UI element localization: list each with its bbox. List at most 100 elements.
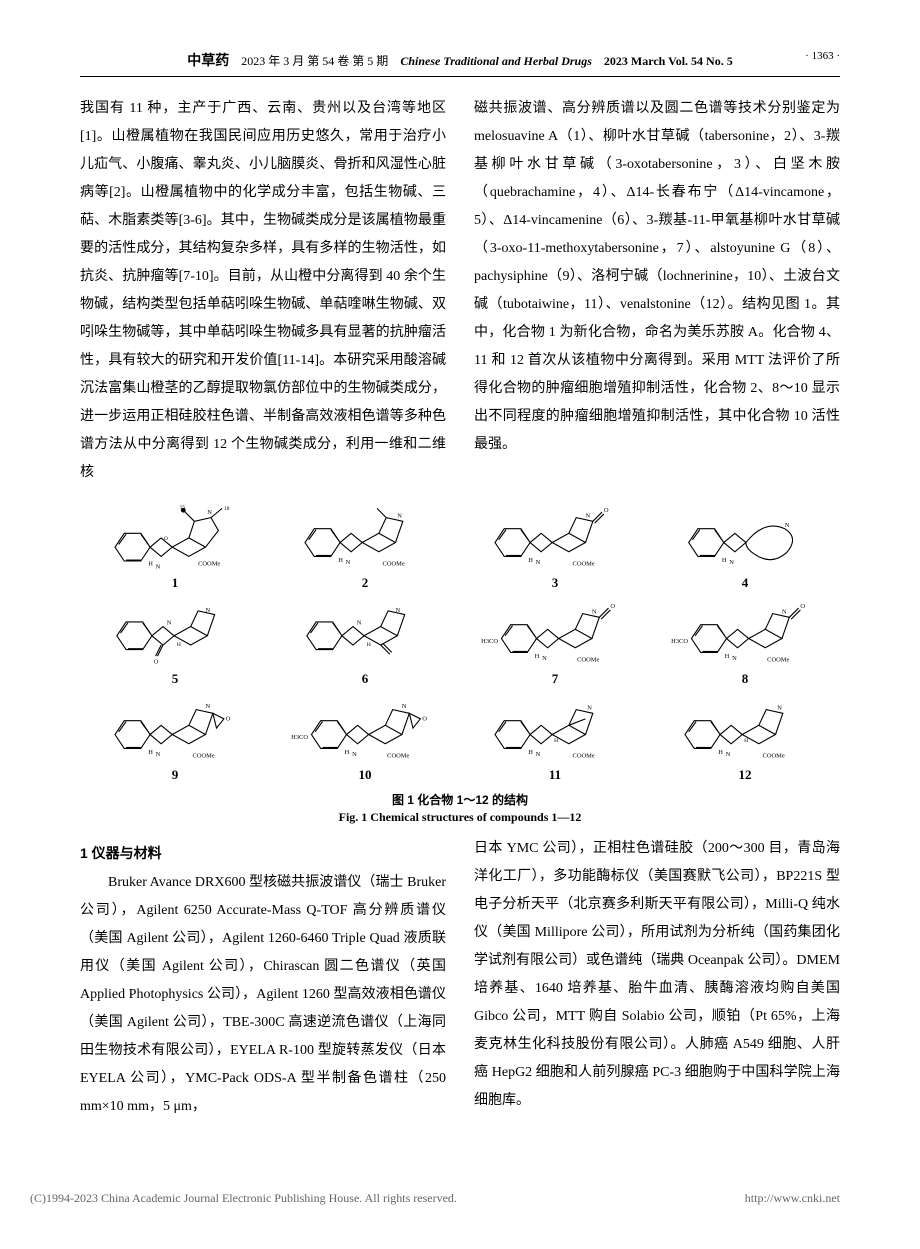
- fig-row-1: N H N O 18 15 COOMe 1: [95, 501, 825, 591]
- svg-text:N: N: [542, 655, 547, 662]
- compound-5-label: 5: [172, 671, 179, 687]
- svg-text:H: H: [528, 557, 533, 564]
- svg-text:H: H: [148, 749, 153, 756]
- svg-text:N: N: [777, 705, 782, 712]
- svg-text:N: N: [167, 620, 172, 627]
- svg-text:COOMe: COOMe: [387, 753, 409, 760]
- compound-7-label: 7: [552, 671, 559, 687]
- svg-text:H: H: [725, 653, 730, 660]
- svg-text:COOMe: COOMe: [573, 561, 595, 568]
- figure-caption-cn: 图 1 化合物 1～12 的结构: [80, 791, 840, 808]
- svg-text:N: N: [395, 607, 400, 614]
- section-1-col-right: 日本 YMC 公司），正相柱色谱硅胶（200～300 目，青岛海洋化工厂），多功…: [474, 835, 840, 1121]
- compound-2-label: 2: [362, 575, 369, 591]
- svg-text:N: N: [402, 703, 407, 710]
- svg-text:N: N: [352, 751, 357, 758]
- page: 中草药 2023 年 3 月 第 54 卷 第 5 期 Chinese Trad…: [0, 0, 920, 1161]
- fig-row-2: O N N H 5 N N: [95, 597, 825, 687]
- figure-1: N H N O 18 15 COOMe 1: [80, 501, 840, 825]
- svg-text:H: H: [367, 642, 371, 648]
- svg-text:H: H: [345, 749, 350, 756]
- svg-text:N: N: [536, 751, 541, 758]
- compound-3-label: 3: [552, 575, 559, 591]
- compound-4: N H N 4: [665, 501, 825, 591]
- intro-columns: 我国有 11 种，主产于广西、云南、贵州以及台湾等地区[1]。山橙属植物在我国民…: [80, 95, 840, 487]
- compound-6: N N H 6: [285, 597, 445, 687]
- svg-text:COOMe: COOMe: [193, 753, 215, 760]
- svg-text:H: H: [177, 642, 181, 648]
- svg-text:N: N: [346, 559, 351, 566]
- header-rule: [80, 76, 840, 77]
- svg-text:O: O: [800, 603, 805, 610]
- svg-text:N: N: [357, 620, 362, 627]
- compound-4-label: 4: [742, 575, 749, 591]
- svg-text:N: N: [536, 559, 541, 566]
- svg-text:N: N: [205, 607, 210, 614]
- svg-text:N: N: [156, 563, 161, 570]
- compound-12-label: 12: [739, 767, 752, 783]
- compound-9: N H N O COOMe 9: [95, 693, 255, 783]
- svg-text:O: O: [422, 716, 427, 723]
- svg-text:COOMe: COOMe: [767, 657, 789, 664]
- svg-text:H: H: [744, 738, 748, 744]
- compound-6-label: 6: [362, 671, 369, 687]
- svg-text:H: H: [528, 749, 533, 756]
- svg-text:H3CO: H3CO: [481, 638, 498, 645]
- svg-text:H3CO: H3CO: [291, 734, 308, 741]
- svg-text:N: N: [156, 751, 161, 758]
- intro-col-right: 磁共振波谱、高分辨质谱以及圆二色谱等技术分别鉴定为 melosuavine A（…: [474, 95, 840, 487]
- compound-8-label: 8: [742, 671, 749, 687]
- section-1-right-text: 日本 YMC 公司），正相柱色谱硅胶（200～300 目，青岛海洋化工厂），多功…: [474, 835, 840, 1115]
- svg-text:15: 15: [180, 504, 186, 510]
- svg-text:N: N: [397, 513, 402, 520]
- compound-9-label: 9: [172, 767, 179, 783]
- page-footer: (C)1994-2023 China Academic Journal Elec…: [0, 1161, 920, 1226]
- compound-11: N H H N COOMe 11: [475, 693, 635, 783]
- svg-text:N: N: [726, 751, 731, 758]
- svg-text:COOMe: COOMe: [577, 657, 599, 664]
- svg-text:H: H: [148, 561, 153, 568]
- svg-text:N: N: [592, 609, 597, 616]
- svg-text:N: N: [732, 655, 737, 662]
- svg-text:H: H: [535, 653, 540, 660]
- footer-url: http://www.cnki.net: [745, 1191, 840, 1206]
- section-1-heading: 1 仪器与材料: [80, 839, 446, 867]
- svg-text:O: O: [226, 716, 231, 723]
- intro-right-text: 磁共振波谱、高分辨质谱以及圆二色谱等技术分别鉴定为 melosuavine A（…: [474, 95, 840, 459]
- svg-text:N: N: [785, 522, 790, 529]
- fig-row-3: N H N O COOMe 9 H3CO: [95, 693, 825, 783]
- journal-name-cn: 中草药: [187, 50, 229, 70]
- page-number: · 1363 ·: [805, 50, 840, 62]
- svg-text:O: O: [604, 507, 609, 514]
- svg-text:COOMe: COOMe: [763, 753, 785, 760]
- svg-text:H: H: [722, 557, 727, 564]
- svg-text:N: N: [585, 513, 590, 520]
- svg-text:H: H: [718, 749, 723, 756]
- svg-text:COOMe: COOMe: [573, 753, 595, 760]
- svg-text:O: O: [164, 536, 168, 542]
- section-1-columns: 1 仪器与材料 Bruker Avance DRX600 型核磁共振波谱仪（瑞士…: [80, 835, 840, 1121]
- svg-text:N: N: [587, 705, 592, 712]
- svg-text:18: 18: [224, 506, 230, 512]
- svg-text:COOMe: COOMe: [383, 561, 405, 568]
- footer-copyright: (C)1994-2023 China Academic Journal Elec…: [30, 1191, 457, 1206]
- running-header: 中草药 2023 年 3 月 第 54 卷 第 5 期 Chinese Trad…: [80, 50, 840, 70]
- compound-11-label: 11: [549, 767, 561, 783]
- svg-text:H: H: [554, 738, 558, 744]
- compound-2: N H N COOMe 2: [285, 501, 445, 591]
- intro-left-text: 我国有 11 种，主产于广西、云南、贵州以及台湾等地区[1]。山橙属植物在我国民…: [80, 95, 446, 487]
- svg-text:N: N: [207, 509, 212, 516]
- journal-name-en: Chinese Traditional and Herbal Drugs: [400, 54, 592, 69]
- compound-10: H3CO N H N O COOMe 10: [285, 693, 445, 783]
- figure-caption-en: Fig. 1 Chemical structures of compounds …: [80, 810, 840, 825]
- section-1-col-left: 1 仪器与材料 Bruker Avance DRX600 型核磁共振波谱仪（瑞士…: [80, 835, 446, 1121]
- svg-text:O: O: [610, 603, 615, 610]
- compound-8: H3CO N H N O COOMe 8: [665, 597, 825, 687]
- compound-10-label: 10: [359, 767, 372, 783]
- compound-1-label: 1: [172, 575, 179, 591]
- svg-text:N: N: [729, 559, 734, 566]
- svg-text:N: N: [205, 703, 210, 710]
- compound-3: N H N O COOMe 3: [475, 501, 635, 591]
- section-1-left-text: Bruker Avance DRX600 型核磁共振波谱仪（瑞士 Bruker …: [80, 869, 446, 1121]
- svg-text:O: O: [154, 658, 159, 665]
